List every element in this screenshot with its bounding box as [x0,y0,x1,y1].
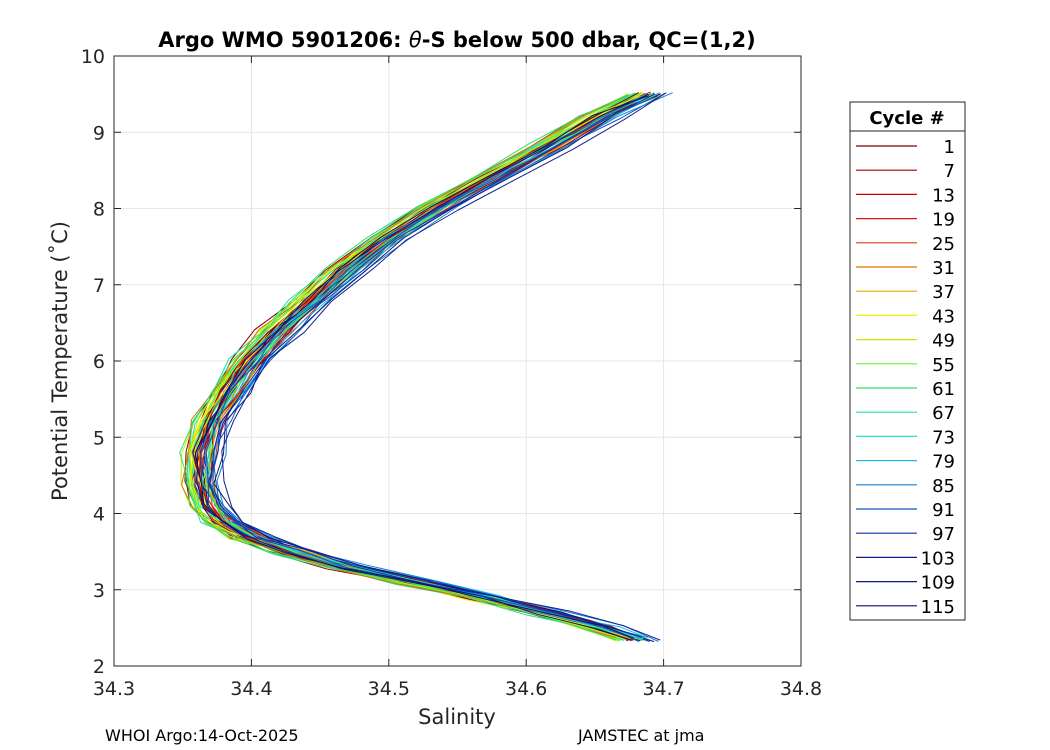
profile-line-cycle-103 [209,92,655,639]
legend-label: 13 [932,185,955,206]
legend-label: 25 [932,234,955,255]
y-tick-label: 2 [93,656,105,678]
legend-label: 55 [932,355,955,376]
y-tick-label: 10 [81,46,105,68]
profile-line-cycle-61 [179,93,629,641]
y-tick-label: 9 [93,122,105,144]
legend-label: 79 [932,452,955,473]
legend-label: 115 [921,597,955,618]
legend-label: 85 [932,476,955,497]
legend-label: 31 [932,258,955,279]
x-tick-label: 34.5 [368,678,410,700]
legend: Cycle # 1 7 13 19 25 31 37 43 49 55 61 67 73 79 85 91 97… [849,101,966,621]
x-tick-label: 34.3 [93,678,135,700]
x-tick-label: 34.7 [642,678,684,700]
legend-title: Cycle # [869,108,944,129]
footer-operator: JAMSTEC at jma [578,726,705,745]
legend-label: 109 [921,573,955,594]
profile-line-cycle-97 [208,93,656,638]
legend-label: 97 [932,524,955,545]
legend-label: 19 [932,210,955,231]
legend-label: 67 [932,403,955,424]
y-tick-label: 4 [93,504,105,526]
legend-label: 73 [932,427,955,448]
profile-line-cycle-31 [181,94,629,639]
y-axis-label: Potential Temperature (˚C) [48,221,72,501]
x-tick-label: 34.4 [230,678,272,700]
profile-line-cycle-103 [221,92,667,641]
x-axis-label: Salinity [418,705,496,729]
y-tick-label: 3 [93,580,105,602]
legend-label: 7 [944,161,955,182]
legend-label: 1 [944,137,955,158]
legend-label: 43 [932,306,955,327]
legend-label: 49 [932,331,955,352]
y-tick-label: 5 [93,427,105,449]
profile-line-cycle-115 [194,95,650,639]
chart-title: Argo WMO 5901206: θ-S below 500 dbar, QC… [158,28,755,52]
legend-entries: 1 7 13 19 25 31 37 43 49 55 61 67 73 79 85 91 97 103 109 11… [856,137,955,618]
footer-source: WHOI Argo:14-Oct-2025 [105,726,299,745]
profile-traces [179,91,673,643]
y-tick-label: 7 [93,275,105,297]
x-tick-label: 34.6 [505,678,547,700]
y-tick-label: 6 [93,351,105,373]
y-tick-label: 8 [93,199,105,221]
profile-line-cycle-109 [196,94,648,641]
legend-label: 103 [921,548,955,569]
legend-label: 37 [932,282,955,303]
legend-label: 61 [932,379,955,400]
axis-ticks: 34.3 34.4 34.5 34.6 34.7 34.8 2 3 4 5 6 7 8 9 10 [81,46,822,700]
x-tick-label: 34.8 [780,678,822,700]
legend-label: 91 [932,500,955,521]
